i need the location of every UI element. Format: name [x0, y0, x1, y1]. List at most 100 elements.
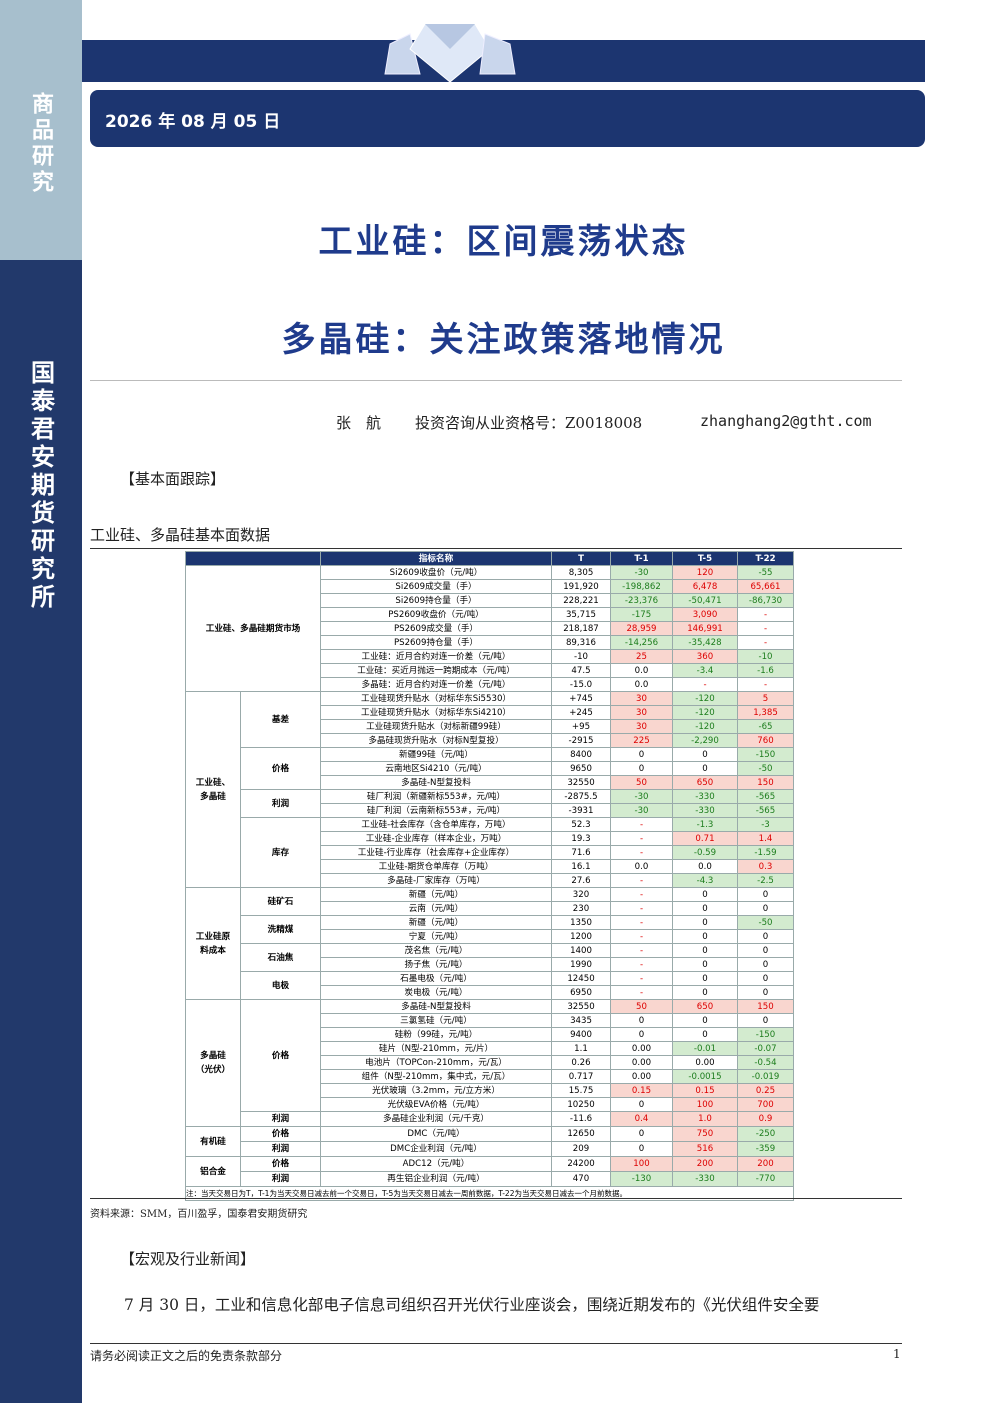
news-paragraph: 7 月 30 日，工业和信息化部电子信息司组织召开光伏行业座谈会，围绕近期发布的…	[124, 1296, 820, 1314]
value-cell: 12450	[551, 971, 611, 986]
indicator-name: 硅厂利润（云南新标553#，元/吨）	[320, 803, 552, 818]
table-row: 利润 再生铝企业利润（元/吨） 470 -130 -330 -770	[186, 1171, 794, 1187]
value-cell: 0	[737, 901, 794, 916]
value-cell: -	[737, 621, 794, 636]
value-cell: -2,290	[672, 733, 738, 748]
subgroup-label: 价格	[240, 1156, 321, 1172]
value-cell: 0	[672, 761, 738, 776]
subgroup-label: 价格	[240, 999, 321, 1112]
value-cell: -2915	[551, 733, 611, 748]
indicator-name: 再生铝企业利润（元/吨）	[320, 1171, 552, 1187]
indicator-name: 多晶硅企业利润（元/千克）	[320, 1111, 552, 1127]
value-cell: -0.07	[737, 1041, 794, 1056]
value-cell: 9650	[551, 761, 611, 776]
value-cell: -4.3	[672, 873, 738, 888]
value-cell: 0	[610, 1027, 673, 1042]
table-row: 利润 DMC企业利润（元/吨） 209 0 516 -359	[186, 1141, 794, 1157]
value-cell: 9400	[551, 1027, 611, 1042]
value-cell: 24200	[551, 1156, 611, 1172]
value-cell: 30	[610, 705, 673, 720]
value-cell: -	[610, 929, 673, 944]
table-row: 工业硅、多晶硅期货市场 Si2609收盘价（元/吨） 8,305 -30 120 -55	[185, 565, 794, 692]
indicator-name: PS2609收盘价（元/吨）	[320, 607, 552, 622]
value-cell: 12650	[551, 1126, 611, 1142]
value-cell: -	[737, 635, 794, 650]
value-cell: 32550	[551, 999, 611, 1014]
value-cell: 225	[610, 733, 673, 748]
value-cell: -50,471	[672, 593, 738, 608]
value-cell: 320	[551, 887, 611, 902]
value-cell: 200	[737, 1156, 794, 1172]
value-cell: 32550	[551, 775, 611, 790]
subgroup-label: 利润	[240, 1171, 321, 1187]
indicator-name: 新疆99硅（元/吨）	[320, 747, 552, 762]
table-row: 库存 工业硅-社会库存（含仓单库存，万吨） 52.3- -1.3 -3	[186, 817, 794, 888]
value-cell: 100	[610, 1156, 673, 1172]
value-cell: -1.6	[737, 663, 794, 678]
value-cell: -10	[737, 649, 794, 664]
value-cell: -565	[737, 789, 794, 804]
page-number: 1	[893, 1347, 901, 1361]
value-cell: 19.3	[551, 831, 611, 846]
value-cell: -11.6	[551, 1111, 611, 1127]
indicator-name: 硅片（N型-210mm，元/片）	[320, 1041, 552, 1056]
value-cell: +745	[551, 691, 611, 706]
value-cell: 0	[610, 1097, 673, 1112]
header-cell: T-22	[737, 551, 794, 566]
value-cell: 218,187	[551, 621, 611, 636]
value-cell: -330	[672, 1171, 738, 1187]
value-cell: -	[610, 901, 673, 916]
table-row: 扬子焦（元/吨） 1990-0 0	[186, 957, 794, 972]
value-cell: -10	[551, 649, 611, 664]
value-cell: 150	[737, 775, 794, 790]
indicator-name: PS2609成交量（手）	[320, 621, 552, 636]
value-cell: -2875.5	[551, 789, 611, 804]
indicator-name: 新疆（元/吨）	[320, 915, 552, 930]
value-cell: 0	[737, 1013, 794, 1028]
section-heading: 【基本面跟踪】	[120, 470, 226, 488]
indicator-name: Si2609持仓量（手）	[320, 593, 552, 608]
table-row: 光伏级EVA价格（元/吨） 10250 0 100 700	[186, 1097, 794, 1112]
value-cell: 15.75	[551, 1083, 611, 1098]
group-label: 铝合金	[185, 1156, 241, 1187]
subgroup-label: 电极	[240, 971, 321, 1000]
indicator-name: 工业硅-行业库存（社会库存+企业库存）	[320, 845, 552, 860]
value-cell: -	[610, 915, 673, 930]
institute-label: 国泰君安期货研究所	[26, 360, 56, 612]
value-cell: 0	[610, 1013, 673, 1028]
indicator-name: 工业硅现货升贴水（对标华东Si4210）	[320, 705, 552, 720]
value-cell: -	[610, 873, 673, 888]
value-cell: 0.15	[672, 1083, 738, 1098]
value-cell: 89,316	[551, 635, 611, 650]
author-email: zhanghang2@gtht.com	[700, 412, 872, 430]
value-cell: -	[737, 607, 794, 622]
value-cell: 0	[737, 971, 794, 986]
indicator-name: DMC企业利润（元/吨）	[320, 1141, 552, 1157]
value-cell: -0.019	[737, 1069, 794, 1084]
value-cell: -330	[672, 789, 738, 804]
table-row: Si2609成交量（手） 191,920 -198,862 6,478 65,661	[186, 579, 794, 594]
title-line: 工业硅：区间震荡状态	[318, 222, 689, 262]
value-cell: -198,862	[610, 579, 673, 594]
divider	[90, 380, 902, 381]
value-cell: -250	[737, 1126, 794, 1142]
value-cell: -50	[737, 761, 794, 776]
value-cell: 0	[672, 1013, 738, 1028]
table-row: 云南地区Si4210（元/吨） 9650 0 0 -50	[186, 761, 794, 776]
subgroup-label: 基差	[240, 691, 321, 748]
indicator-name: 云南（元/吨）	[320, 901, 552, 916]
indicator-name: 工业硅现货升贴水（对标华东Si5530）	[320, 691, 552, 706]
value-cell: -	[610, 817, 673, 832]
table-row: 铝合金 价格 ADC12（元/吨） 24200 100 200 200	[185, 1156, 794, 1187]
value-cell: 16.1	[551, 859, 611, 874]
indicator-name: 炭电极（元/吨）	[320, 985, 552, 1000]
table-row: 宁夏（元/吨） 1200-0 0	[186, 929, 794, 944]
subgroup-label: 利润	[240, 789, 321, 818]
news-heading: 【宏观及行业新闻】	[120, 1250, 256, 1268]
header-cell: T	[551, 551, 611, 566]
value-cell: 0.25	[737, 1083, 794, 1098]
value-cell: 120	[672, 565, 738, 580]
value-cell: 516	[672, 1141, 738, 1157]
note-row: 注：当天交易日为T，T-1为当天交易日减去前一个交易日，T-5为当天交易日减去一…	[185, 1186, 794, 1201]
